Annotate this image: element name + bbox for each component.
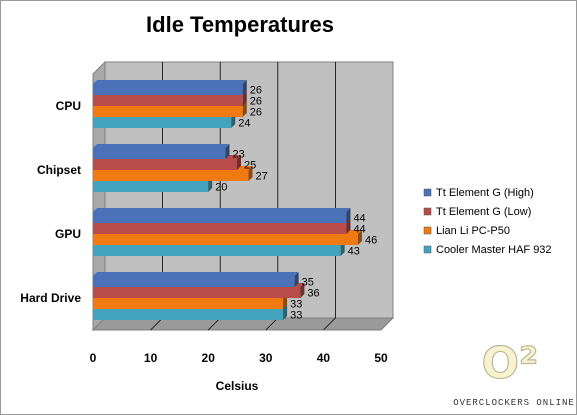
bar-front-face	[93, 276, 295, 287]
data-label: 26	[250, 107, 262, 119]
bar-end-face	[346, 208, 351, 223]
data-label: 44	[353, 213, 365, 225]
bar-front-face	[93, 234, 358, 245]
data-label: 46	[365, 235, 377, 247]
chart-title: Idle Temperatures	[146, 12, 334, 37]
bar-front-face	[93, 287, 301, 298]
category-label: Hard Drive	[20, 291, 81, 305]
data-label: 25	[244, 160, 256, 172]
data-label: 27	[256, 171, 268, 183]
bar-end-face	[300, 283, 305, 298]
legend-swatch	[423, 245, 432, 254]
bar-top-face	[93, 208, 351, 212]
bar-front-face	[93, 170, 249, 181]
gridline	[323, 317, 336, 331]
data-label: 26	[250, 96, 262, 108]
bar-front-face	[93, 159, 237, 170]
data-label: 44	[353, 224, 365, 236]
x-tick-label: 20	[202, 351, 216, 365]
data-label: 20	[215, 182, 227, 194]
data-label: 36	[307, 288, 319, 300]
x-axis-title: Celsius	[216, 379, 259, 393]
data-label: 23	[232, 149, 244, 161]
bar-top-face	[93, 80, 247, 84]
x-tick-label: 0	[90, 351, 97, 365]
bar-top-face	[93, 144, 230, 148]
data-label: 43	[348, 246, 360, 258]
plot-floor	[91, 317, 395, 331]
data-label: 33	[290, 310, 302, 322]
legend-swatch	[423, 188, 432, 197]
axes: CPU Chipset GPU Hard Drive 0 10 20 30 40 50	[20, 99, 388, 365]
x-tick-label: 50	[374, 351, 388, 365]
category-label: GPU	[55, 227, 81, 241]
bar-front-face	[93, 106, 243, 117]
bar	[93, 144, 230, 159]
watermark-caption: OVERCLOCKERS ONLINE	[453, 398, 575, 408]
bar-end-face	[248, 166, 253, 181]
bar-front-face	[93, 309, 284, 320]
bar-end-face	[237, 155, 241, 170]
bar-front-face	[93, 181, 209, 192]
legend-entry-label: Lian Li PC-P50	[436, 225, 510, 237]
category-label: CPU	[56, 99, 81, 113]
overclockers-logo-mark: O²	[482, 338, 539, 389]
bar-front-face	[93, 223, 347, 234]
data-label: 26	[250, 85, 262, 97]
legend-swatch	[423, 226, 432, 235]
x-tick-label: 30	[259, 351, 273, 365]
data-label: 24	[238, 118, 250, 130]
legend-entry-label: Cooler Master HAF 932	[436, 244, 552, 256]
bar-front-face	[93, 298, 284, 309]
bar-front-face	[93, 117, 232, 128]
bar	[93, 208, 351, 223]
bar-end-face	[225, 144, 230, 159]
legend-entry-label: Tt Element G (High)	[436, 187, 534, 199]
bars	[93, 80, 362, 320]
legend-entry-label: Tt Element G (Low)	[436, 206, 531, 218]
bar	[93, 272, 299, 287]
category-label: Chipset	[37, 163, 81, 177]
bar-end-face	[346, 219, 351, 234]
bar-end-face	[357, 230, 362, 245]
bar-front-face	[93, 95, 243, 106]
bar-end-face	[242, 102, 247, 117]
bar	[93, 80, 247, 95]
x-tick-label: 10	[144, 351, 158, 365]
bar-end-face	[283, 305, 288, 320]
legend: Tt Element G (High) Tt Element G (Low) Lia…	[423, 187, 552, 256]
bar-front-face	[93, 245, 341, 256]
bar-end-face	[242, 91, 247, 106]
data-label: 33	[290, 299, 302, 311]
watermark-logo: O² OVERCLOCKERS ONLINE	[453, 337, 575, 408]
bar-front-face	[93, 84, 243, 95]
bar-front-face	[93, 148, 226, 159]
bar-end-face	[294, 272, 299, 287]
bar-front-face	[93, 212, 347, 223]
bar-end-face	[242, 80, 247, 95]
bar-top-face	[93, 272, 299, 276]
legend-swatch	[423, 207, 432, 216]
x-tick-label: 40	[317, 351, 331, 365]
data-label: 35	[302, 277, 314, 289]
